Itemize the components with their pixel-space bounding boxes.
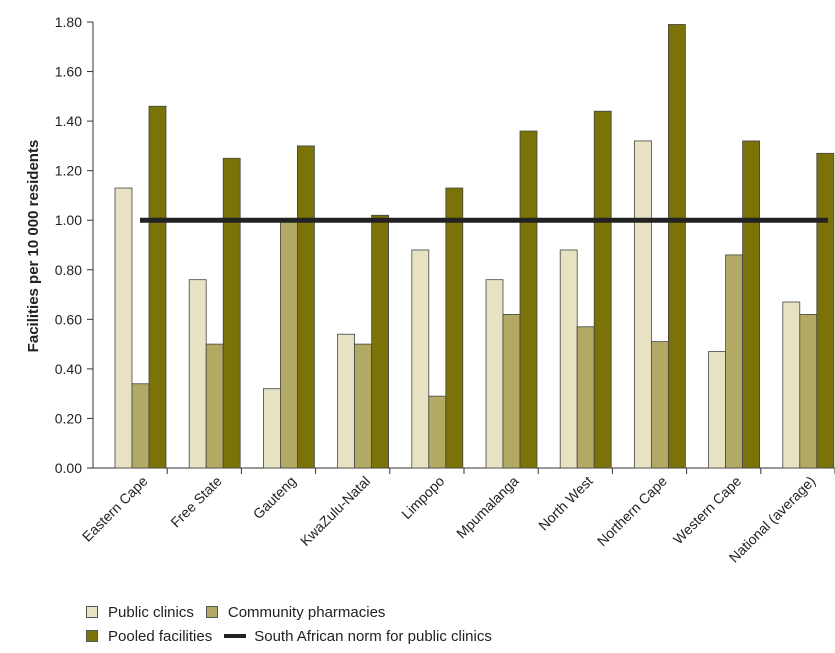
- bar-mpumalanga-community-pharmacies: [502, 313, 521, 469]
- y-axis-title: Facilities per 10 000 residents: [25, 140, 42, 353]
- legend: Public clinics Community pharmacies Pool…: [86, 600, 504, 648]
- legend-swatch-community-pharmacies: [205, 606, 218, 618]
- y-tick-label: 0.80: [55, 262, 82, 278]
- bar-western-cape-pooled-facilities: [742, 140, 760, 469]
- legend-label-norm: South African norm for public clinics: [254, 627, 492, 645]
- bar-free-state-community-pharmacies: [205, 343, 224, 469]
- bar-kwazulu-natal-public-clinics: [337, 333, 356, 469]
- legend-line-norm: [224, 634, 247, 638]
- bar-limpopo-pooled-facilities: [445, 187, 464, 469]
- x-axis: Eastern Cape Free State GautengKwaZulu-Nat…: [79, 467, 835, 566]
- bar-eastern-cape-community-pharmacies: [131, 383, 150, 469]
- bar-north-west-public-clinics: [559, 249, 578, 469]
- bar-limpopo-community-pharmacies: [428, 395, 447, 469]
- x-tick-label: Gauteng: [250, 473, 299, 522]
- y-tick-label: 1.20: [55, 163, 82, 179]
- bar-kwazulu-natal-pooled-facilities: [371, 214, 390, 469]
- bar-national-average-pooled-facilities: [816, 152, 835, 469]
- x-tick-label: Mpumalanga: [453, 473, 522, 542]
- legend-item-pooled-facilities: Pooled facilities: [86, 628, 212, 645]
- y-tick-label: 0.20: [55, 410, 82, 426]
- y-tick-label: 0.40: [55, 361, 82, 377]
- x-tick-label: Western Cape: [670, 473, 745, 548]
- legend-item-public-clinics: Public clinics: [86, 604, 194, 621]
- x-tick-label: Free State: [167, 473, 225, 531]
- bar-gauteng-community-pharmacies: [279, 219, 298, 469]
- bar-gauteng-public-clinics: [262, 388, 281, 469]
- legend-label-community-pharmacies: Community pharmacies: [227, 603, 386, 621]
- y-axis: 0.00 0.20 0.40 0.60 0.80 1.00 1.20 1.40 1.60 1.80: [55, 14, 94, 476]
- bar-western-cape-public-clinics: [708, 351, 726, 469]
- bar-northern-cape-pooled-facilities: [668, 24, 686, 469]
- bar-mpumalanga-pooled-facilities: [519, 130, 538, 469]
- bar-national-average-public-clinics: [782, 301, 801, 469]
- bar-free-state-public-clinics: [188, 279, 207, 469]
- x-tick-label: North West: [535, 473, 596, 534]
- legend-swatch-pooled-facilities: [86, 630, 98, 642]
- bar-kwazulu-natal-community-pharmacies: [354, 343, 373, 469]
- bar-western-cape-community-pharmacies: [725, 254, 743, 469]
- legend-item-community-pharmacies: Community pharmacies: [205, 603, 386, 621]
- y-tick-label: 1.60: [55, 64, 82, 80]
- x-tick-label: Northern Cape: [594, 473, 670, 549]
- bar-north-west-community-pharmacies: [576, 326, 595, 469]
- y-tick-label: 0.60: [55, 311, 82, 327]
- bar-eastern-cape-public-clinics: [114, 187, 133, 469]
- y-tick-label: 1.40: [55, 113, 82, 129]
- bar-northern-cape-community-pharmacies: [651, 341, 669, 469]
- x-tick-label: Limpopo: [398, 473, 447, 522]
- bar-free-state-pooled-facilities: [222, 157, 241, 469]
- y-tick-label: 1.00: [55, 212, 82, 228]
- bars-group: [114, 24, 835, 469]
- x-tick-label: KwaZulu-Natal: [297, 473, 373, 549]
- bar-mpumalanga-public-clinics: [485, 279, 504, 469]
- bar-limpopo-public-clinics: [411, 249, 430, 469]
- x-tick-label: Eastern Cape: [79, 473, 151, 545]
- legend-label-pooled-facilities: Pooled facilities: [108, 627, 213, 645]
- y-tick-label: 0.00: [55, 460, 82, 476]
- y-tick-label: 1.80: [55, 14, 82, 30]
- bar-eastern-cape-pooled-facilities: [148, 105, 167, 469]
- legend-swatch-public-clinics: [86, 606, 98, 618]
- bar-northern-cape-public-clinics: [634, 140, 652, 469]
- bar-gauteng-pooled-facilities: [296, 145, 315, 469]
- legend-item-norm: South African norm for public clinics: [224, 628, 492, 645]
- bar-north-west-pooled-facilities: [593, 110, 612, 469]
- bar-national-average-community-pharmacies: [799, 313, 818, 469]
- legend-label-public-clinics: Public clinics: [108, 603, 194, 621]
